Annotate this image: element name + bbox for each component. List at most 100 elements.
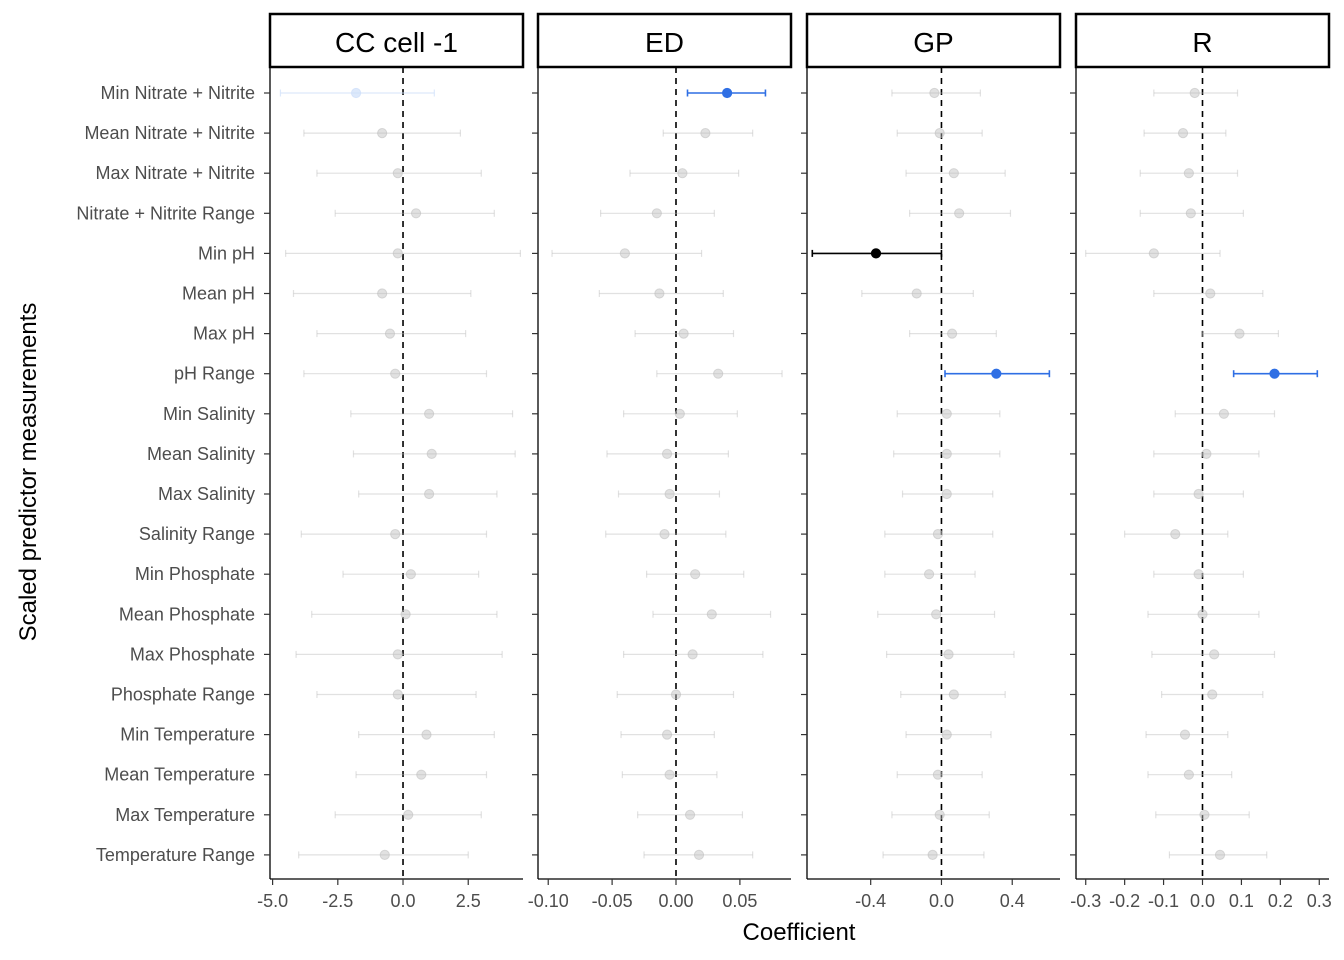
coefficient-point [941, 408, 952, 419]
coefficient-point [943, 649, 954, 660]
facet-strip-label: GP [913, 27, 953, 58]
y-tick-label: Min Salinity [163, 404, 255, 424]
x-tick-label: -2.5 [322, 891, 353, 911]
coefficient-point [927, 849, 938, 861]
coefficient-point [1185, 208, 1196, 219]
x-tick-label: 0.05 [722, 891, 757, 911]
coefficient-point [664, 769, 675, 780]
coefficient-point [1197, 609, 1208, 620]
coefficient-point [948, 689, 959, 700]
coefficient-point [713, 368, 724, 379]
x-tick-label: 0.0 [391, 891, 416, 911]
coefficient-point [1148, 248, 1159, 259]
y-tick-label: pH Range [174, 364, 255, 384]
coefficient-point [400, 609, 411, 620]
coefficient-point [403, 809, 414, 820]
coefficient-point [1201, 448, 1212, 459]
facet-strip [805, 12, 1062, 69]
coefficient-point [1189, 87, 1200, 99]
y-tick-label: Min Nitrate + Nitrite [100, 83, 255, 103]
coefficient-point [651, 208, 662, 219]
coefficient-point [1170, 529, 1181, 540]
y-tick-label: Mean Temperature [104, 765, 255, 785]
coefficient-point [392, 689, 403, 700]
panel-gp: GP -0.4 0.0 0.4 [801, 12, 1062, 911]
coefficient-point [670, 689, 682, 700]
coefficient-point [416, 769, 427, 780]
coefficient-point [687, 649, 698, 660]
y-tick-label: Max Nitrate + Nitrite [95, 163, 255, 183]
coefficient-point [1214, 849, 1226, 861]
coefficient-point [659, 529, 670, 540]
y-tick-label: Nitrate + Nitrite Range [76, 203, 255, 223]
coefficient-point [1193, 488, 1204, 500]
coefficient-point [654, 288, 665, 299]
x-tick-label: 0.0 [929, 891, 954, 911]
coefficient-point [379, 849, 390, 861]
coefficient-point [421, 729, 432, 740]
coefficient-point [946, 328, 958, 339]
y-axis-title: Scaled predictor measurements [15, 303, 42, 642]
facet-strip [268, 12, 525, 69]
coefficient-point [424, 488, 435, 500]
x-tick-label: 0.00 [658, 891, 693, 911]
coefficient-point [674, 408, 685, 419]
y-tick-label: Mean Phosphate [119, 604, 255, 624]
facet-strip-label: R [1192, 27, 1212, 58]
panel-cc-cell-1: CC cell -1 -5.0 -2.5 0.0 2.5 [257, 12, 525, 911]
x-tick-label: 0.1 [1229, 891, 1254, 911]
y-axis-labels: Min Nitrate + Nitrite Mean Nitrate + Nitr… [76, 83, 255, 865]
x-tick-label: 2.5 [456, 891, 481, 911]
x-tick-label: -0.05 [592, 891, 633, 911]
coefficient-point [377, 288, 388, 299]
coefficient-point [1269, 368, 1280, 379]
coefficient-point [392, 168, 403, 179]
coefficient-point [931, 609, 942, 620]
coefficient-point [934, 809, 945, 820]
x-tick-label: -5.0 [257, 891, 288, 911]
coefficient-point [390, 529, 401, 540]
y-tick-label: Mean Salinity [147, 444, 255, 464]
y-tick-label: Min Temperature [120, 725, 255, 745]
coefficient-point [619, 248, 630, 259]
x-tick-label: -0.2 [1109, 891, 1140, 911]
y-tick-label: Salinity Range [139, 524, 255, 544]
coefficient-point [405, 569, 416, 580]
y-tick-label: Phosphate Range [111, 685, 255, 705]
coefficient-point [911, 288, 922, 299]
coefficient-point [1179, 729, 1191, 740]
coefficient-point [1183, 769, 1194, 780]
coefficient-point [392, 649, 403, 660]
y-tick-label: Mean pH [182, 284, 255, 304]
coefficient-point [932, 529, 944, 540]
y-tick-label: Max Temperature [115, 805, 255, 825]
coefficient-point [677, 168, 688, 179]
coefficient-point [948, 168, 959, 179]
coefficient-point [1234, 328, 1245, 339]
coefficient-point [941, 448, 952, 459]
coefficient-point [684, 809, 696, 820]
x-tick-label: 0.4 [1000, 891, 1025, 911]
coefficient-point [929, 87, 940, 99]
coefficient-point [1205, 288, 1216, 299]
coefficient-point [384, 328, 396, 339]
coefficient-point [941, 488, 952, 500]
facet-strip-label: CC cell -1 [335, 27, 458, 58]
coefficient-point [392, 248, 403, 259]
x-tick-label: 0.2 [1268, 891, 1293, 911]
coefficient-point [932, 769, 944, 780]
coefficient-point [693, 849, 705, 861]
coefficient-point [1218, 408, 1230, 419]
x-tick-label: -0.4 [855, 891, 886, 911]
y-tick-label: Max Salinity [158, 484, 255, 504]
y-tick-label: Max pH [193, 324, 255, 344]
x-tick-label: 0.0 [1190, 891, 1215, 911]
coefficient-point [954, 208, 965, 219]
facet-strip-label: ED [645, 27, 684, 58]
coefficient-point [1207, 689, 1218, 700]
facet-strip [536, 12, 793, 69]
coefficient-point [722, 87, 733, 99]
x-tick-label: -0.1 [1148, 891, 1179, 911]
coefficient-point [426, 448, 437, 459]
coefficient-point [923, 569, 935, 580]
